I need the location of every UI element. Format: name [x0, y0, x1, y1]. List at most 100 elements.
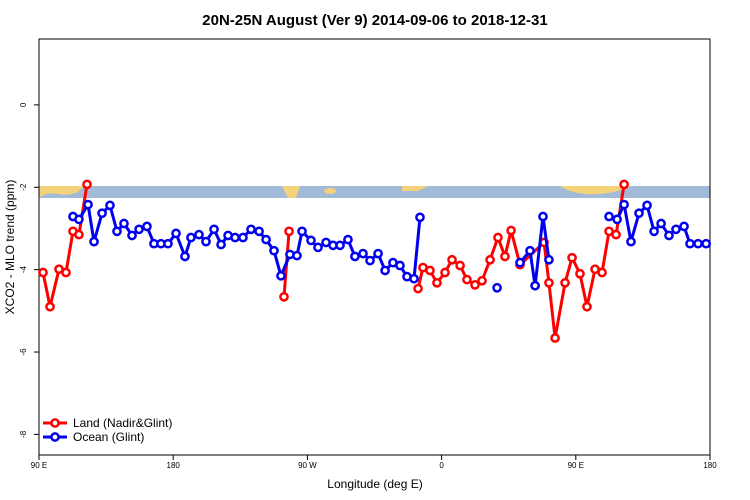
point [604, 211, 614, 222]
x-tick-label: 0 [439, 461, 444, 470]
point [216, 239, 226, 250]
point [358, 248, 368, 259]
point [74, 229, 84, 240]
point [119, 218, 129, 229]
point [582, 301, 592, 312]
legend-label: Ocean (Glint) [73, 430, 144, 444]
point [462, 274, 472, 285]
point [649, 226, 659, 237]
point [693, 238, 703, 249]
chart-title: 20N-25N August (Ver 9) 2014-09-06 to 201… [202, 12, 547, 29]
point [45, 301, 55, 312]
y-axis-label: XCO2 - MLO trend (ppm) [3, 180, 17, 315]
point [297, 226, 307, 237]
x-tick-label: 180 [703, 461, 717, 470]
plot-frame [38, 38, 711, 456]
legend-label: Land (Nadir&Glint) [73, 416, 172, 430]
point [246, 224, 256, 235]
point [261, 234, 271, 245]
point [194, 229, 204, 240]
point [82, 179, 92, 190]
point [597, 267, 607, 278]
x-tick-label: 180 [167, 461, 181, 470]
point [279, 291, 289, 302]
point [485, 254, 495, 265]
point [619, 199, 629, 210]
point [664, 230, 674, 241]
map-strip [39, 186, 710, 198]
point [380, 265, 390, 276]
point [619, 179, 629, 190]
point [477, 275, 487, 286]
x-tick-label: 90 E [31, 461, 47, 470]
point [642, 200, 652, 211]
point [127, 230, 137, 241]
point [142, 221, 152, 232]
point [612, 214, 622, 225]
y-tick-label: -2 [19, 183, 28, 191]
point [395, 260, 405, 271]
x-tick-label: 90 W [298, 461, 317, 470]
point [254, 226, 264, 237]
point [656, 218, 666, 229]
point [74, 214, 84, 225]
point [61, 267, 71, 278]
point [506, 225, 516, 236]
point [634, 208, 644, 219]
point [89, 236, 99, 247]
point [201, 236, 211, 247]
point [209, 224, 219, 235]
legend-marker [50, 418, 60, 428]
y-tick-label: -6 [19, 348, 28, 356]
point [575, 268, 585, 279]
x-tick-label: 90 E [568, 461, 584, 470]
point [306, 235, 316, 246]
point [611, 229, 621, 240]
point [440, 267, 450, 278]
point [530, 280, 540, 291]
y-tick-label: -8 [19, 430, 28, 438]
x-axis-label: Longitude (deg E) [327, 477, 422, 491]
point [538, 211, 548, 222]
y-tick-label: -4 [19, 266, 28, 274]
point [525, 245, 535, 256]
point [97, 208, 107, 219]
point [685, 238, 695, 249]
point [38, 267, 48, 278]
point [186, 232, 196, 243]
legend-marker [50, 432, 60, 442]
series-line [41, 184, 89, 309]
point [343, 234, 353, 245]
point [134, 224, 144, 235]
series-line [72, 203, 422, 281]
point [83, 199, 93, 210]
point [180, 251, 190, 262]
point [544, 277, 554, 288]
point [335, 240, 345, 251]
point [560, 277, 570, 288]
point [269, 245, 279, 256]
point [544, 254, 554, 265]
point [515, 257, 525, 268]
point [105, 200, 115, 211]
point [550, 333, 560, 343]
point [500, 251, 510, 262]
y-tick-label: 0 [19, 102, 28, 107]
point [313, 242, 323, 253]
point [230, 232, 240, 243]
point [365, 255, 375, 266]
point [112, 226, 122, 237]
point [171, 228, 181, 239]
point [455, 260, 465, 271]
point [701, 238, 711, 249]
point [470, 280, 480, 290]
point [292, 250, 302, 261]
point [671, 224, 681, 235]
point [567, 252, 577, 263]
point [373, 248, 383, 259]
point [447, 254, 457, 265]
point [350, 251, 360, 262]
point [276, 270, 286, 281]
point [409, 273, 419, 284]
